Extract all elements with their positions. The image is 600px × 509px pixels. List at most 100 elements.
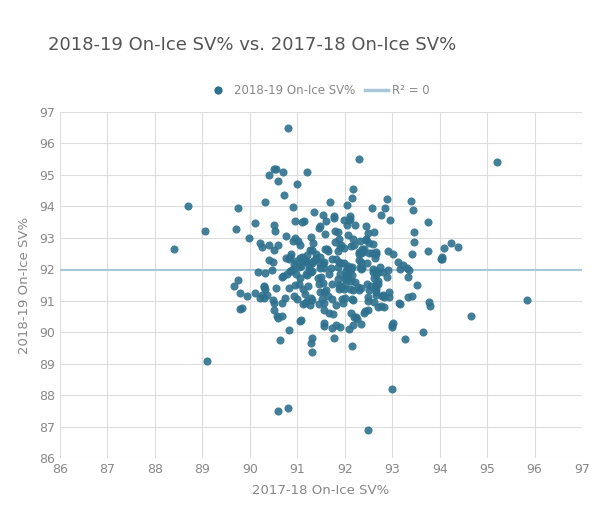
Point [288,203,298,211]
Point [368,204,377,212]
Point [402,264,412,272]
Point [370,298,379,306]
Point [492,158,502,166]
Point [354,249,364,258]
Point [350,241,359,249]
Point [292,270,301,278]
Point [379,291,388,299]
Point [353,283,363,291]
Point [295,279,304,288]
Point [285,252,295,261]
Point [404,266,413,274]
Point [289,292,299,300]
Point [307,339,316,347]
Point [341,274,351,282]
Point [320,322,329,330]
Point [298,258,308,266]
Point [289,237,298,245]
Point [235,289,245,297]
Point [232,225,241,234]
Point [446,239,455,247]
Point [424,247,433,256]
Point [328,280,337,288]
Point [274,177,283,185]
Point [348,286,358,294]
Point [354,286,364,294]
Point [371,267,381,275]
Point [298,299,307,307]
Point [323,292,332,300]
Point [356,284,366,292]
Point [268,266,277,274]
Point [318,210,328,218]
Point [264,256,274,264]
Point [259,294,269,302]
Point [349,313,359,321]
Point [324,309,334,317]
Point [184,202,193,210]
Point [354,256,364,264]
Point [371,285,380,293]
Point [260,198,269,206]
Point [307,348,317,356]
Point [311,253,321,262]
Point [329,212,338,220]
Point [295,274,304,282]
Point [255,239,265,247]
Point [290,260,299,268]
Point [395,265,405,273]
Point [269,164,278,173]
Point [367,249,377,257]
Point [347,263,357,271]
Point [334,263,343,271]
Point [316,221,325,230]
Point [278,271,287,279]
Point [437,252,446,261]
Point [319,299,328,307]
Point [339,285,349,293]
Point [370,253,379,262]
Point [338,298,347,306]
Point [362,280,371,288]
Point [383,247,392,256]
Point [253,268,263,276]
Point [302,271,312,279]
Point [290,281,300,289]
Point [307,245,317,253]
Point [382,273,391,281]
Point [310,208,319,216]
Point [314,300,324,308]
Point [297,218,307,227]
Point [331,255,341,263]
Point [376,211,386,219]
Point [371,250,380,259]
Point [340,294,350,302]
Point [313,274,323,282]
Point [348,185,358,193]
Point [335,243,345,251]
Point [356,265,365,273]
Point [319,279,328,287]
Point [409,238,419,246]
Point [292,180,302,188]
Point [294,263,304,271]
Point [406,197,416,205]
Point [305,246,315,254]
Point [283,404,293,412]
Point [305,301,315,309]
Point [331,321,341,329]
Point [306,233,316,241]
Point [346,242,355,250]
Point [344,216,354,224]
Point [325,197,334,206]
Point [306,268,316,276]
Point [255,294,265,302]
Point [437,255,447,263]
Point [362,259,371,267]
Point [334,235,343,243]
Point [333,228,343,236]
Point [336,283,346,291]
Point [385,216,395,224]
Point [250,218,260,227]
Point [316,253,325,261]
